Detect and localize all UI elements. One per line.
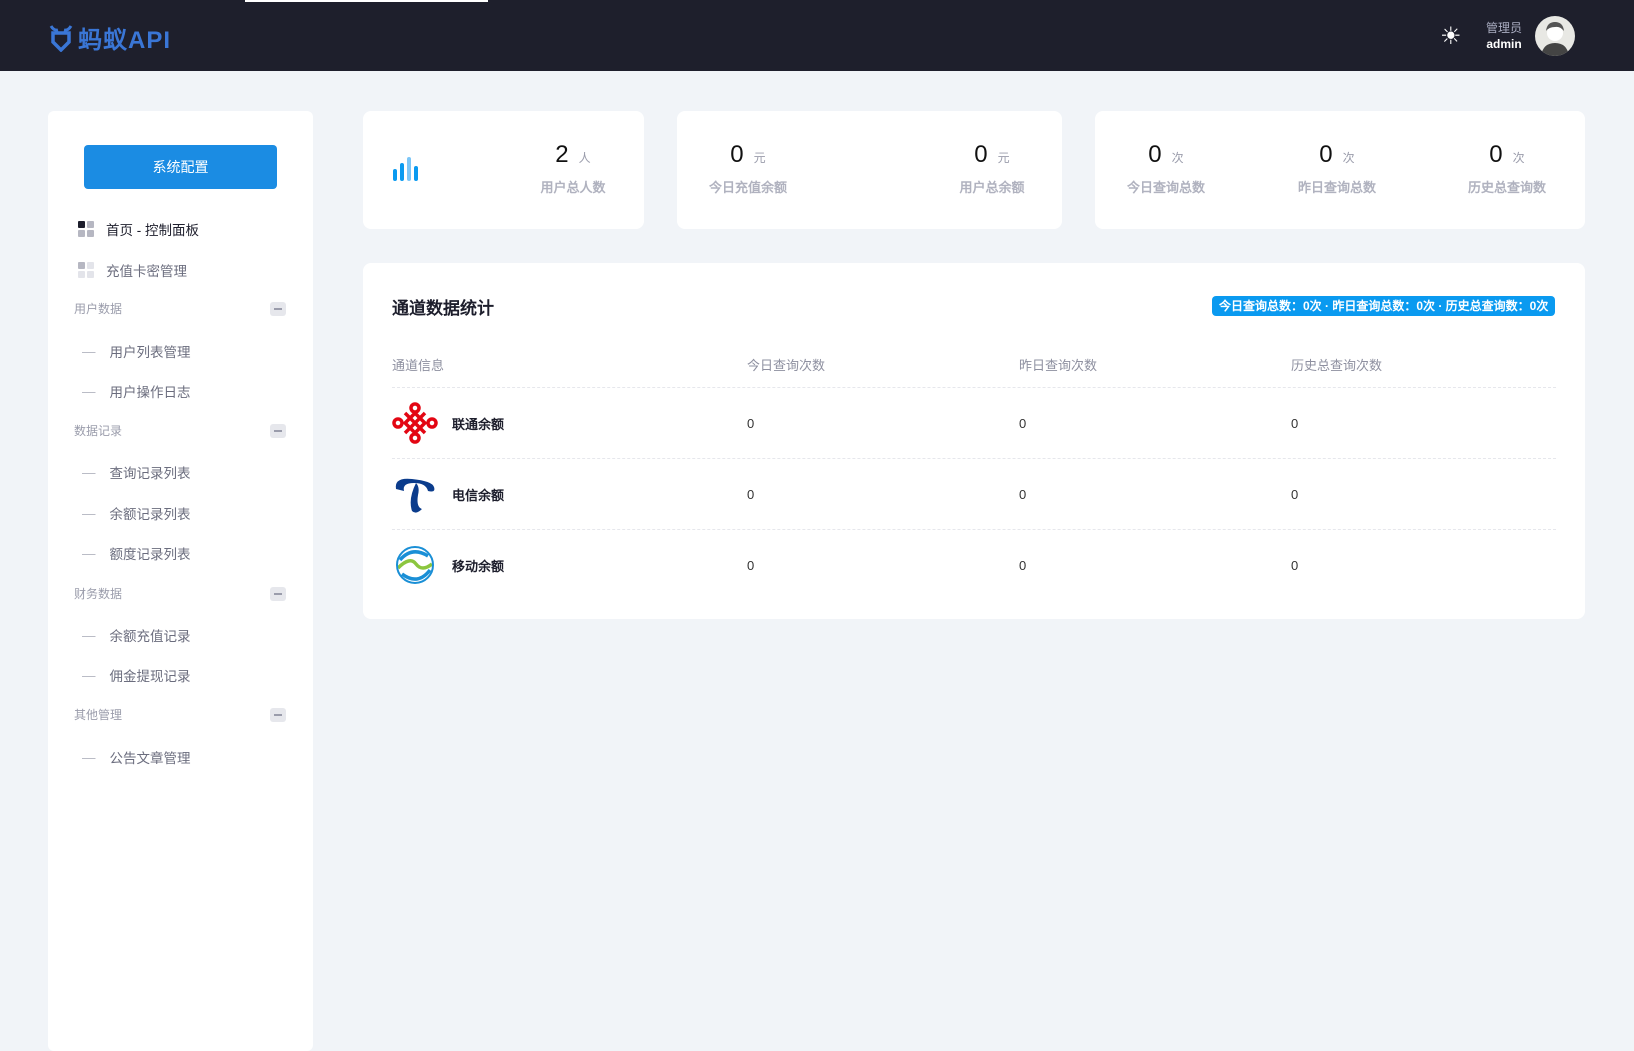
sidebar-item-recharge-records[interactable]: — 余额充值记录 <box>82 627 191 645</box>
table-row: 移动余额 0 0 0 <box>392 529 1556 599</box>
column-header: 昨日查询次数 <box>1019 358 1098 373</box>
section-finance[interactable]: 财务数据 <box>74 585 286 602</box>
sun-icon[interactable]: ☀ <box>1440 23 1462 50</box>
column-header: 今日查询次数 <box>747 358 826 373</box>
avatar[interactable] <box>1535 16 1575 56</box>
sidebar-item-balance-records[interactable]: — 余额记录列表 <box>82 505 191 523</box>
stat-yesterday-queries: 0 次昨日查询总数 <box>1297 141 1377 195</box>
stat-card-balance: 0 元今日充值余额 0 元用户总余额 <box>677 111 1062 229</box>
stat-today-queries: 0 次今日查询总数 <box>1126 141 1206 195</box>
system-config-button[interactable]: 系统配置 <box>84 145 277 189</box>
stat-history-queries: 0 次历史总查询数 <box>1467 141 1547 195</box>
collapse-icon[interactable] <box>270 707 286 722</box>
table-row: 电信余额 0 0 0 <box>392 458 1556 528</box>
sidebar-item-user-list[interactable]: — 用户列表管理 <box>82 343 191 361</box>
summary-badge: 今日查询总数：0次 · 昨日查询总数：0次 · 历史总查询数：0次 <box>1212 296 1556 316</box>
bar-chart-icon <box>393 157 418 181</box>
china-unicom-logo <box>392 402 438 444</box>
stat-total-users: 2 人用户总人数 <box>540 141 606 195</box>
collapse-icon[interactable] <box>270 586 286 601</box>
sidebar-item-announcements[interactable]: — 公告文章管理 <box>82 749 191 767</box>
username[interactable]: admin <box>1486 37 1522 51</box>
sidebar-item-quota-records[interactable]: — 额度记录列表 <box>82 545 191 563</box>
dashboard-icon <box>78 221 94 237</box>
loading-bar <box>245 0 488 2</box>
sidebar: 系统配置 首页 - 控制面板 充值卡密管理 用户数据 — 用户列表管理 — 用户操作… <box>48 111 313 1051</box>
user-role: 管理员 <box>1486 21 1523 35</box>
column-header: 历史总查询次数 <box>1291 358 1383 373</box>
stat-card-users: 2 人用户总人数 <box>363 111 644 229</box>
ant-logo-icon <box>49 24 73 52</box>
channel-stats-panel: 通道数据统计 今日查询总数：0次 · 昨日查询总数：0次 · 历史总查询数：0次… <box>363 263 1585 619</box>
sidebar-item-withdraw-records[interactable]: — 佣金提现记录 <box>82 667 191 685</box>
stat-card-queries: 0 次今日查询总数 0 次昨日查询总数 0 次历史总查询数 <box>1095 111 1585 229</box>
sidebar-item-dashboard[interactable]: 首页 - 控制面板 <box>78 219 199 239</box>
column-header: 通道信息 <box>392 358 445 373</box>
top-header <box>0 0 1634 71</box>
stat-total-balance: 0 元用户总余额 <box>959 141 1025 195</box>
logo[interactable]: 蚂蚁API <box>48 20 171 55</box>
section-data-records[interactable]: 数据记录 <box>74 422 286 439</box>
sidebar-item-query-records[interactable]: — 查询记录列表 <box>82 464 191 482</box>
china-telecom-logo <box>395 478 435 513</box>
stat-today-recharge: 0 元今日充值余额 <box>708 141 788 195</box>
collapse-icon[interactable] <box>270 301 286 316</box>
grid-icon <box>78 262 94 278</box>
china-mobile-logo <box>396 546 434 584</box>
sidebar-item-user-logs[interactable]: — 用户操作日志 <box>82 383 191 401</box>
section-other[interactable]: 其他管理 <box>74 706 286 723</box>
collapse-icon[interactable] <box>270 423 286 438</box>
panel-title: 通道数据统计 <box>392 299 494 318</box>
sidebar-item-card-keys[interactable]: 充值卡密管理 <box>78 260 187 280</box>
section-user-data[interactable]: 用户数据 <box>74 300 286 317</box>
table-row: 联通余额 0 0 0 <box>392 387 1556 457</box>
